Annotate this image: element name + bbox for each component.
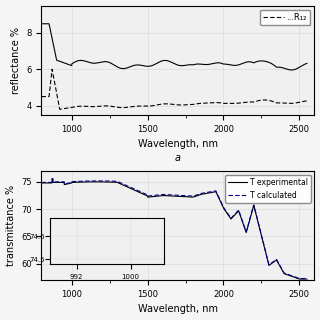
Y-axis label: reflectance %: reflectance % (11, 27, 21, 94)
Text: a: a (175, 153, 181, 163)
Legend: T experimental, T calculated: T experimental, T calculated (225, 175, 311, 203)
Y-axis label: transmittance %: transmittance % (5, 185, 16, 266)
Legend: ...R₁₂: ...R₁₂ (260, 10, 310, 25)
X-axis label: Wavelength, nm: Wavelength, nm (138, 139, 218, 149)
X-axis label: Wavelength, nm: Wavelength, nm (138, 304, 218, 315)
